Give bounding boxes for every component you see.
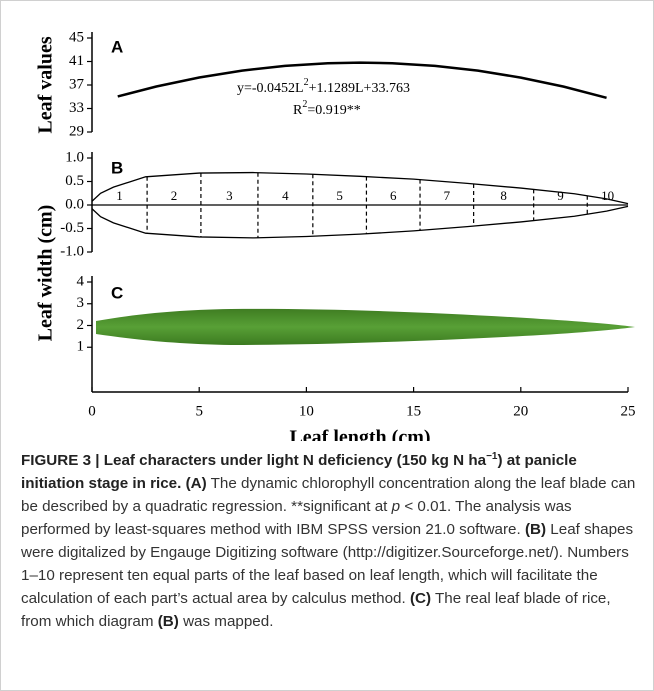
caption-ref: (B) [157,613,179,630]
y-axis-label: Leaf values [35,36,57,133]
caption-text: The dynamic chlorophyll concentration al… [21,475,636,515]
x-tick-label: 0 [88,403,96,419]
y-tick-label: 45 [69,29,84,45]
panel-label: A [111,37,123,56]
segment-label: 10 [601,188,614,203]
r-squared-part: 2 [302,99,307,110]
equation-part: +1.1289L+33.763 [309,81,410,96]
caption-ref: (C) [409,590,432,607]
x-tick-label: 10 [299,403,314,419]
chart: Leaf values Leaf width (cm) Leaf length … [35,29,636,441]
r-squared-part: =0.919** [307,103,360,118]
caption-text: p [391,498,401,515]
segment-label: 6 [390,188,397,203]
caption-text: was mapped. [183,613,274,630]
segment-label: 1 [116,188,123,203]
segment-label: 8 [500,188,507,203]
leaf-photo [96,308,635,345]
x-tick-label: 20 [513,403,528,419]
r-squared-part: R [293,103,303,118]
caption-title: −1 [486,450,498,462]
y-tick-label: 0.0 [65,196,84,212]
y-tick-label: 1.0 [65,149,84,165]
leaf-outline [91,205,629,239]
y-axis-label: Leaf width (cm) [35,205,57,342]
y-tick-label: 3 [77,295,85,311]
y-tick-label: 29 [69,123,84,139]
y-tick-label: 1 [77,339,85,355]
caption-text: < 0.01. The analysis was performed by le… [21,498,572,538]
caption-text: The real leaf blade of rice, from which … [21,590,611,630]
equation-part: 2 [304,77,309,88]
x-tick-label: 25 [621,403,636,419]
caption-title: FIGURE 3 | Leaf characters under light N… [21,452,487,469]
panel-label: B [111,158,123,177]
regression-line [117,61,607,100]
y-tick-label: 0.5 [65,173,84,189]
x-tick-label: 5 [195,403,203,419]
panel-label: C [111,283,123,302]
x-axis-label: Leaf length (cm) [289,427,430,441]
caption-title: ) at panicle initiation stage in rice. [21,452,577,492]
x-tick-label: 15 [406,403,421,419]
caption-ref: (B) [524,521,547,538]
segment-label: 3 [226,188,233,203]
segment-label: 2 [171,188,178,203]
segment-label: 9 [557,188,564,203]
equation: y=-0.0452L2+1.1289L+33.763 [237,77,410,96]
y-tick-label: 2 [77,317,85,333]
segment-label: 7 [444,188,451,203]
y-tick-label: -0.5 [60,220,84,236]
segment-label: 5 [336,188,343,203]
caption-ref: (A) [185,475,207,492]
y-tick-label: 4 [77,273,85,289]
equation-part: y=-0.0452L [237,81,304,96]
y-tick-label: -1.0 [60,243,84,259]
caption: FIGURE 3 | Leaf characters under light N… [21,449,637,633]
r-squared: R2=0.919** [293,99,361,118]
y-tick-label: 37 [69,76,85,92]
segment-label: 4 [282,188,289,203]
leaf-outline [91,171,629,205]
caption-text: Leaf shapes were digitalized by Engauge … [21,521,634,607]
y-tick-label: 33 [69,100,84,116]
y-tick-label: 41 [69,53,84,69]
